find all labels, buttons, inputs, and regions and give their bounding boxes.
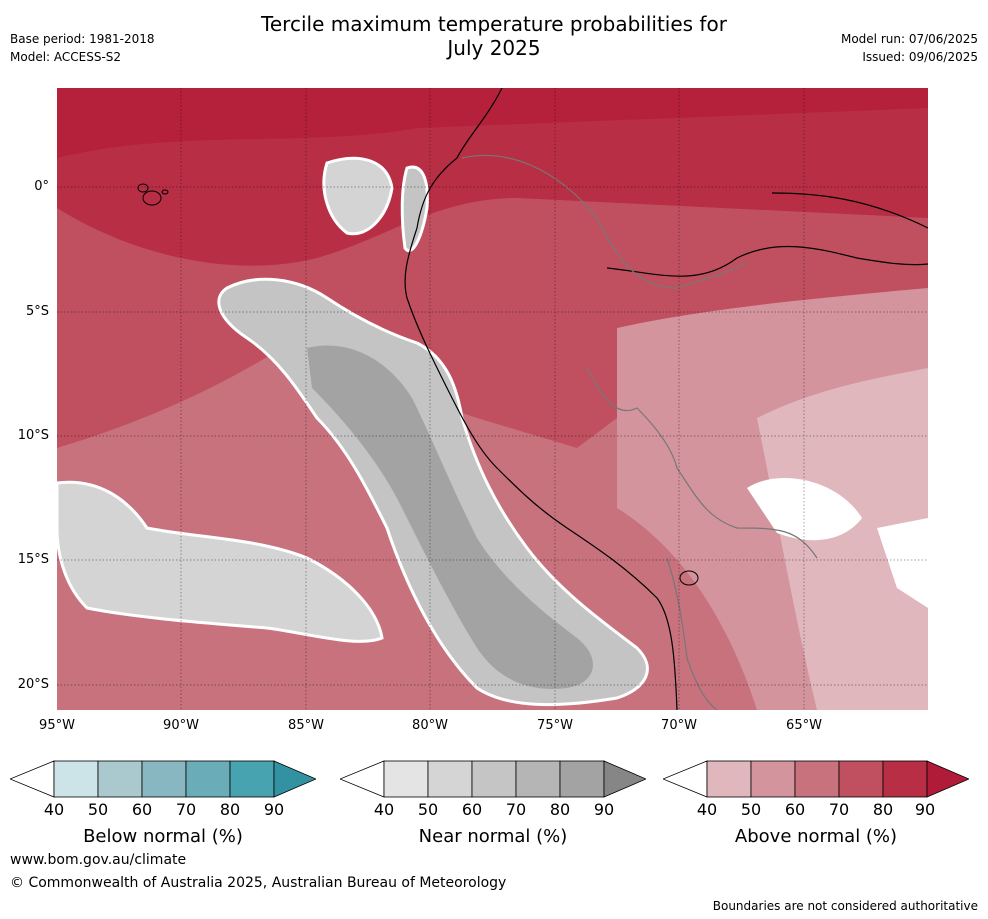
colorbar-below	[10, 760, 316, 798]
galapagos-island	[142, 190, 162, 206]
colorbar-near-swatch	[515, 760, 561, 798]
colorbar-above-tick: 70	[828, 800, 850, 819]
border-peru-chile	[666, 557, 718, 710]
colorbar-near-tick: 40	[373, 800, 395, 819]
issued-text: Issued: 09/06/2025	[862, 50, 978, 64]
colorbar-below-arrow-low	[10, 760, 55, 798]
near-normal-galapagos-east	[322, 156, 394, 236]
colorbar-above-swatch	[706, 760, 752, 798]
lon-label-65w: 65°W	[786, 718, 822, 733]
near-normal-south-west	[57, 480, 384, 643]
colorbar-above-swatch	[750, 760, 796, 798]
lon-label-85w: 85°W	[288, 718, 324, 733]
colorbar-below-swatch	[229, 760, 275, 798]
title-line-2: July 2025	[447, 36, 541, 60]
northern-river	[771, 192, 928, 229]
lon-label-80w: 80°W	[412, 718, 448, 733]
lat-label-20s: 20°S	[17, 677, 49, 692]
border-peru-brazil-bolivia	[586, 367, 818, 559]
colorbar-near-swatch	[427, 760, 473, 798]
colorbar-near-swatch	[471, 760, 517, 798]
map-canvas	[57, 88, 928, 710]
colorbar-below-arrow-high	[273, 760, 316, 798]
model-text: Model: ACCESS-S2	[10, 50, 122, 64]
colorbar-below-swatch	[185, 760, 231, 798]
colorbar-above	[663, 760, 969, 798]
header-left: Base period: 1981-2018 Model: ACCESS-S2	[10, 30, 155, 66]
lon-label-75w: 75°W	[537, 718, 573, 733]
colorbar-near-tick: 50	[417, 800, 439, 819]
colorbar-above-tick: 80	[872, 800, 894, 819]
colorbar-above-title: Above normal (%)	[734, 826, 898, 847]
boundaries-note: Boundaries are not considered authoritat…	[712, 899, 978, 913]
colorbar-above-tick: 50	[740, 800, 762, 819]
colorbar-above-arrow-low	[663, 760, 708, 798]
probability-map	[57, 88, 928, 710]
colorbar-above-swatch	[882, 760, 928, 798]
colorbar-below-title: Below normal (%)	[83, 826, 243, 847]
header-right: Model run: 07/06/2025 Issued: 09/06/2025	[841, 30, 978, 66]
colorbar-above-swatches	[663, 760, 969, 798]
title-line-1: Tercile maximum temperature probabilitie…	[261, 12, 727, 36]
graticule	[57, 88, 928, 710]
colorbar-above-swatch	[794, 760, 840, 798]
colorbar-near-tick: 70	[505, 800, 527, 819]
colorbar-below-tick: 90	[263, 800, 285, 819]
colorbar-below-tick: 50	[87, 800, 109, 819]
colorbar-near-arrow-low	[340, 760, 385, 798]
above-40-region	[757, 368, 928, 710]
colorbar-near-swatches	[340, 760, 646, 798]
website-link[interactable]: www.bom.gov.au/climate	[10, 852, 187, 868]
colorbar-near-swatch	[383, 760, 429, 798]
colorbar-below-tick: 70	[175, 800, 197, 819]
lat-label-15s: 15°S	[17, 552, 49, 567]
galapagos-island	[137, 183, 149, 193]
colorbar-below-swatch	[97, 760, 143, 798]
lat-label-5s: 5°S	[25, 304, 49, 319]
lat-label-10s: 10°S	[17, 428, 49, 443]
colorbar-near-arrow-high	[603, 760, 646, 798]
no-signal-region-east	[877, 518, 928, 608]
map-title: Tercile maximum temperature probabilitie…	[0, 12, 988, 60]
model-run-text: Model run: 07/06/2025	[840, 32, 978, 46]
no-signal-region	[747, 478, 862, 541]
colorbar-below-swatch	[53, 760, 99, 798]
near-normal-core	[307, 345, 594, 689]
colorbar-near-tick: 90	[593, 800, 615, 819]
lon-label-90w: 90°W	[163, 718, 199, 733]
colorbar-above-tick: 40	[696, 800, 718, 819]
copyright-text: © Commonwealth of Australia 2025, Austra…	[10, 875, 507, 891]
lake-titicaca	[679, 570, 699, 586]
colorbar-near-tick: 60	[461, 800, 483, 819]
coastline	[404, 88, 678, 710]
colorbar-near	[340, 760, 646, 798]
lon-label-70w: 70°W	[661, 718, 697, 733]
base-period-text: Base period: 1981-2018	[10, 32, 155, 46]
colorbar-near-tick: 80	[549, 800, 571, 819]
colorbar-below-swatches	[10, 760, 316, 798]
lat-label-0: 0°	[34, 179, 49, 194]
colorbar-near-title: Near normal (%)	[418, 826, 568, 847]
colorbar-above-tick: 60	[784, 800, 806, 819]
colorbar-below-tick: 40	[43, 800, 65, 819]
colorbar-above-swatch	[838, 760, 884, 798]
galapagos-island	[161, 189, 169, 195]
near-normal-gulf	[400, 165, 429, 252]
colorbar-below-tick: 60	[131, 800, 153, 819]
colorbar-near-swatch	[559, 760, 605, 798]
border-peru-ecuador-colombia	[461, 154, 748, 289]
lon-label-95w: 95°W	[39, 718, 75, 733]
colorbar-below-tick: 80	[219, 800, 241, 819]
colorbar-above-tick: 90	[914, 800, 936, 819]
colorbar-above-arrow-high	[926, 760, 969, 798]
colorbar-below-swatch	[141, 760, 187, 798]
amazon-river	[606, 245, 928, 277]
